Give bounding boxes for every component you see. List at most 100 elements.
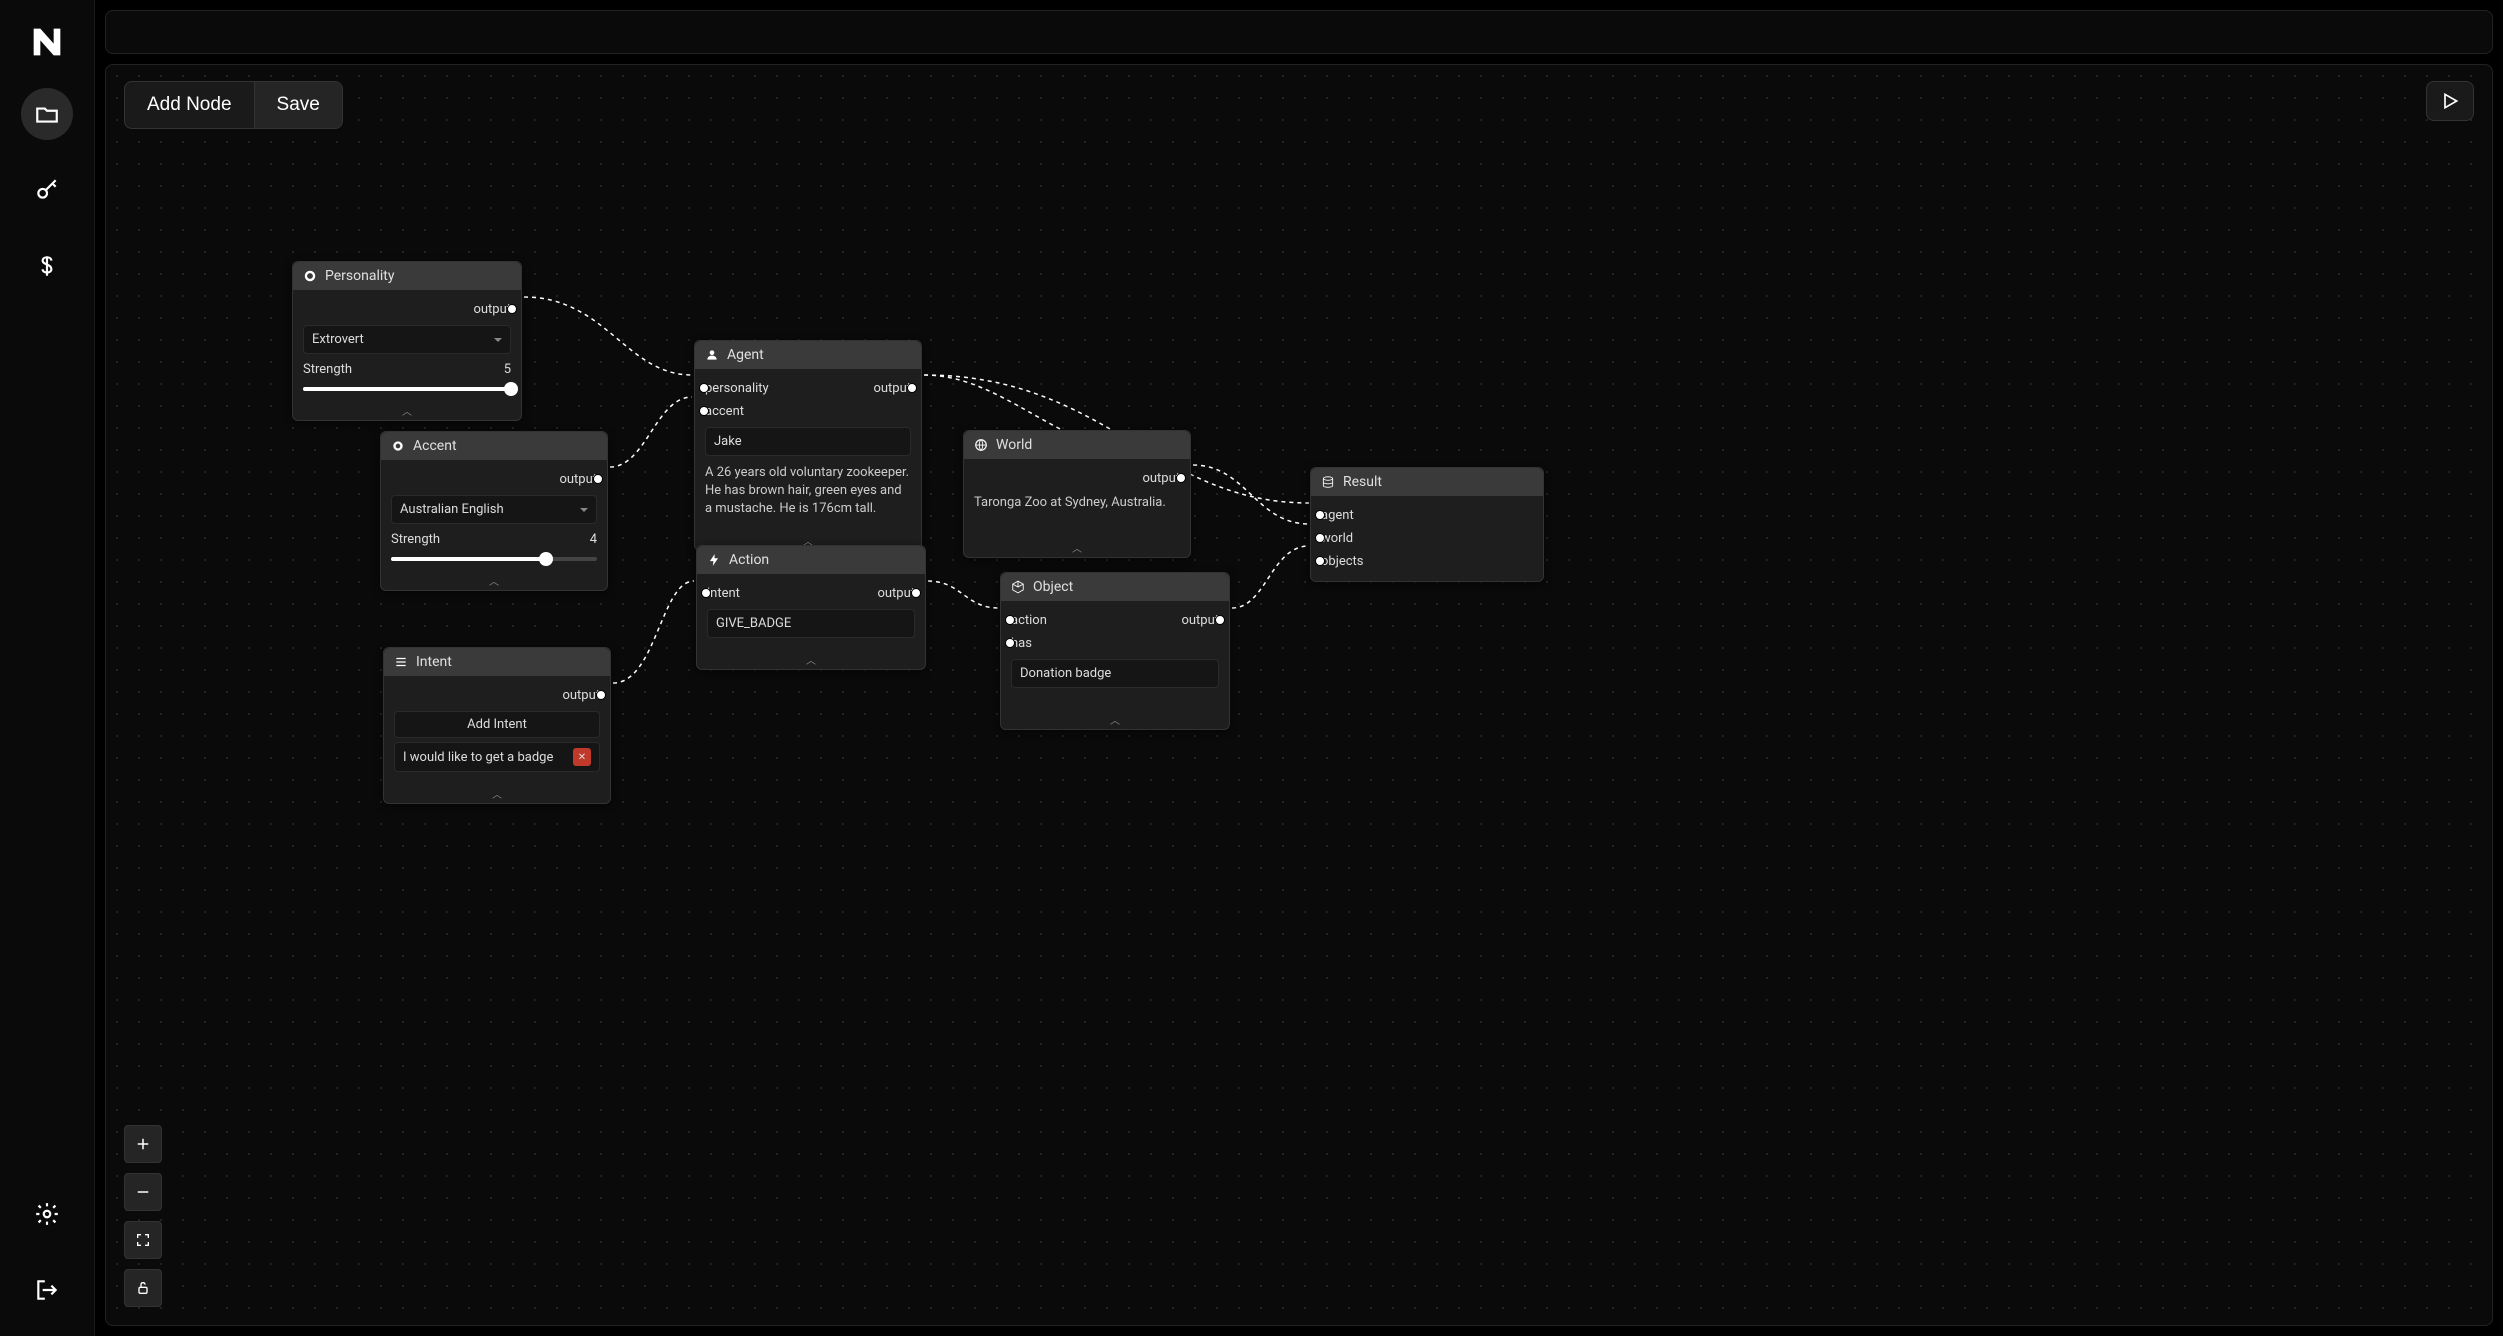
world-icon [974, 438, 988, 452]
input-world-label: world [1321, 531, 1353, 546]
collapse-caret[interactable]: ︿ [384, 784, 610, 803]
select-value: Extrovert [312, 332, 364, 347]
select-value: Australian English [400, 502, 504, 517]
output-label: output [873, 381, 911, 396]
node-header[interactable]: Agent [695, 341, 921, 369]
node-title: Action [729, 552, 769, 568]
strength-slider[interactable] [391, 557, 597, 561]
port-output[interactable] [1176, 473, 1186, 483]
node-header[interactable]: Object [1001, 573, 1229, 601]
strength-value: 4 [590, 532, 597, 547]
collapse-caret[interactable]: ︿ [293, 401, 521, 420]
output-label: output [877, 586, 915, 601]
node-personality[interactable]: Personality output Extrovert Strength 5 ︿ [292, 261, 522, 421]
node-header[interactable]: World [964, 431, 1190, 459]
input-intent-label: intent [707, 586, 740, 601]
output-label: output [562, 688, 600, 703]
run-button[interactable] [2426, 81, 2474, 121]
accent-select[interactable]: Australian English [391, 495, 597, 524]
save-button[interactable]: Save [254, 82, 342, 128]
port-output[interactable] [1215, 615, 1225, 625]
output-label: output [1181, 613, 1219, 628]
input-objects-label: objects [1321, 554, 1364, 569]
agent-icon [705, 348, 719, 362]
agent-description: A 26 years old voluntary zookeeper. He h… [705, 460, 911, 523]
intent-item[interactable]: I would like to get a badge ✕ [394, 742, 600, 772]
node-header[interactable]: Action [697, 546, 925, 574]
input-accent-label: accent [705, 404, 744, 419]
node-world[interactable]: World output Taronga Zoo at Sydney, Aust… [963, 430, 1191, 558]
canvas[interactable]: Add Node Save Personality out [105, 64, 2493, 1326]
port-accent[interactable] [699, 406, 709, 416]
node-header[interactable]: Result [1311, 468, 1543, 496]
fit-button[interactable] [124, 1221, 162, 1259]
node-header[interactable]: Personality [293, 262, 521, 290]
port-agent[interactable] [1315, 510, 1325, 520]
lock-button[interactable] [124, 1269, 162, 1307]
port-objects[interactable] [1315, 556, 1325, 566]
add-node-button[interactable]: Add Node [125, 82, 254, 128]
strength-slider[interactable] [303, 387, 511, 391]
nav-folder[interactable] [21, 88, 73, 140]
collapse-caret[interactable]: ︿ [381, 571, 607, 590]
output-label: output [473, 302, 511, 317]
action-value: GIVE_BADGE [716, 616, 791, 631]
world-description: Taronga Zoo at Sydney, Australia. [974, 490, 1180, 530]
nav-settings[interactable] [21, 1188, 73, 1240]
nav-key[interactable] [21, 164, 73, 216]
result-icon [1321, 475, 1335, 489]
agent-name-field[interactable]: Jake [705, 427, 911, 456]
object-value-field[interactable]: Donation badge [1011, 659, 1219, 688]
delete-intent-button[interactable]: ✕ [573, 748, 591, 766]
nav-logout[interactable] [21, 1264, 73, 1316]
input-personality-label: personality [705, 381, 769, 396]
intent-text: I would like to get a badge [403, 750, 553, 765]
node-object[interactable]: Object action output has Donation badge [1000, 572, 1230, 730]
port-personality[interactable] [699, 383, 709, 393]
collapse-caret[interactable]: ︿ [1001, 710, 1229, 729]
nav-dollar[interactable] [21, 240, 73, 292]
action-value-field[interactable]: GIVE_BADGE [707, 609, 915, 638]
collapse-caret[interactable]: ︿ [697, 650, 925, 669]
node-agent[interactable]: Agent personality output accent Jake A 2… [694, 340, 922, 551]
sidebar [0, 0, 95, 1336]
output-label: output [1142, 471, 1180, 486]
object-value: Donation badge [1020, 666, 1111, 681]
personality-select[interactable]: Extrovert [303, 325, 511, 354]
zoom-in-button[interactable] [124, 1125, 162, 1163]
port-output[interactable] [596, 690, 606, 700]
port-output[interactable] [593, 474, 603, 484]
node-intent[interactable]: Intent output Add Intent I would like to… [383, 647, 611, 804]
port-output[interactable] [907, 383, 917, 393]
strength-label: Strength [303, 362, 352, 377]
port-has[interactable] [1005, 638, 1015, 648]
port-action[interactable] [1005, 615, 1015, 625]
node-header[interactable]: Accent [381, 432, 607, 460]
node-title: Accent [413, 438, 457, 454]
port-output[interactable] [507, 304, 517, 314]
agent-name-value: Jake [714, 434, 742, 449]
main: Add Node Save Personality out [95, 0, 2503, 1336]
node-title: Personality [325, 268, 394, 284]
port-output[interactable] [911, 588, 921, 598]
node-accent[interactable]: Accent output Australian English Strengt… [380, 431, 608, 591]
personality-icon [303, 269, 317, 283]
port-intent[interactable] [701, 588, 711, 598]
collapse-caret[interactable]: ︿ [964, 538, 1190, 557]
node-result[interactable]: Result agent world objects [1310, 467, 1544, 582]
node-header[interactable]: Intent [384, 648, 610, 676]
output-label: output [559, 472, 597, 487]
accent-icon [391, 439, 405, 453]
input-action-label: action [1011, 613, 1047, 628]
port-world[interactable] [1315, 533, 1325, 543]
strength-value: 5 [504, 362, 511, 377]
zoom-out-button[interactable] [124, 1173, 162, 1211]
toolbar: Add Node Save [124, 81, 343, 129]
canvas-controls [124, 1125, 162, 1307]
add-intent-button[interactable]: Add Intent [394, 711, 600, 738]
app-logo [25, 20, 69, 64]
node-title: Object [1033, 579, 1073, 595]
node-title: World [996, 437, 1032, 453]
input-agent-label: agent [1321, 508, 1354, 523]
node-action[interactable]: Action intent output GIVE_BADGE ︿ [696, 545, 926, 670]
